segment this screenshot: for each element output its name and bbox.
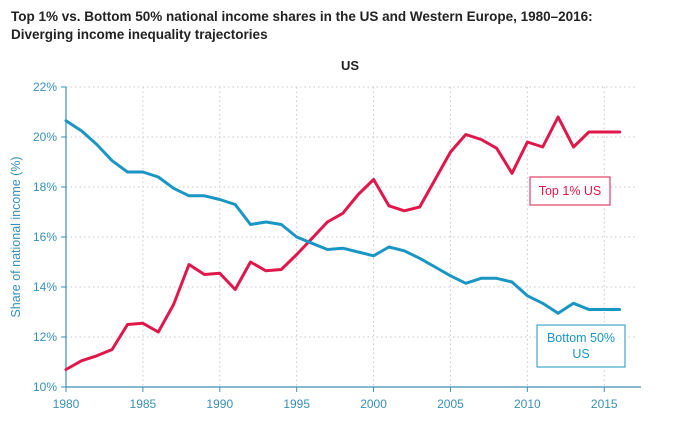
series-line-bottom-50-us [64,119,622,315]
series-group [64,115,622,371]
x-tick-label: 2015 [591,397,618,411]
y-tick-label: 18% [33,180,57,194]
chart-subtitle: US [341,58,359,73]
title-line-2: Diverging income inequality trajectories [11,27,268,42]
series-label-text: Top 1% US [539,184,602,198]
x-tick-label: 1990 [206,397,233,411]
y-tick-label: 14% [33,280,57,294]
series-label-text: US [572,347,589,361]
x-tick-label: 2005 [437,397,464,411]
y-tick-label: 22% [33,80,57,94]
x-tick-label: 2010 [514,397,541,411]
series-label-top-1-us: Top 1% US [529,176,611,206]
x-tick-label: 1995 [283,397,310,411]
y-axis-label: Share of national income (%) [9,156,23,317]
x-tick-label: 1985 [130,397,157,411]
axes: 10% 12% 14% 16% 18% 20% 22% 1980 1985 1990 1995 200… [33,80,641,411]
y-tick-label: 10% [33,380,57,394]
y-tick-label: 12% [33,330,57,344]
series-line-top-1-us [64,115,622,371]
series-labels: Top 1% US Bottom 50% US [529,176,626,368]
y-tick-label: 20% [33,130,57,144]
title-line-1: Top 1% vs. Bottom 50% national income sh… [11,9,593,24]
grid [66,86,635,387]
series-label-box [529,176,611,206]
y-tick-label: 16% [33,230,57,244]
series-label-text: Bottom 50% [547,331,615,345]
chart-title: Top 1% vs. Bottom 50% national income sh… [11,8,691,44]
series-label-box [536,324,626,368]
x-tick-label: 2000 [360,397,387,411]
x-tick-label: 1980 [53,397,80,411]
series-label-bottom-50-us: Bottom 50% US [536,324,626,368]
